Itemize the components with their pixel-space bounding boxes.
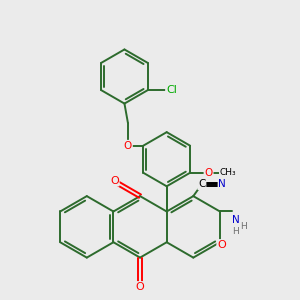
Text: O: O: [124, 141, 132, 151]
Text: O: O: [217, 240, 226, 250]
Text: H: H: [241, 222, 247, 231]
Text: H: H: [232, 227, 239, 236]
Text: Cl: Cl: [166, 85, 177, 95]
Text: O: O: [204, 168, 213, 178]
Text: N: N: [232, 215, 240, 225]
Text: O: O: [136, 282, 144, 292]
Text: N: N: [218, 179, 226, 189]
Text: CH₃: CH₃: [220, 168, 236, 177]
Text: O: O: [110, 176, 119, 186]
Text: C: C: [198, 179, 206, 189]
